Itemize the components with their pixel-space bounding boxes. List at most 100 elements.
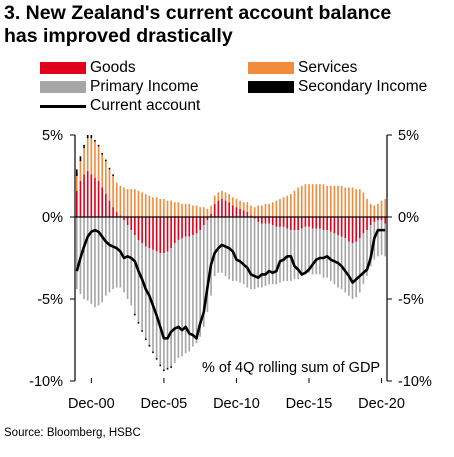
bar-services	[311, 184, 314, 217]
bar-goods	[130, 217, 133, 231]
bar-goods	[290, 217, 292, 231]
bar-goods	[373, 217, 376, 222]
y-tick-label-right: 5%	[398, 128, 419, 144]
bar-services	[253, 207, 256, 217]
bar-primary-income	[311, 228, 314, 275]
bar-primary-income	[246, 217, 249, 288]
bar-goods	[177, 217, 180, 240]
bar-primary-income	[348, 241, 350, 296]
bar-services	[79, 161, 82, 181]
bar-services	[94, 141, 96, 178]
bar-services	[235, 198, 238, 208]
bar-secondary-income	[76, 169, 78, 176]
bar-services	[130, 189, 133, 217]
bar-secondary-income	[159, 364, 162, 367]
bar-services	[340, 185, 343, 217]
bar-goods	[358, 217, 361, 239]
y-tick-label-left: 0%	[42, 210, 63, 226]
bar-goods	[246, 212, 249, 217]
bar-secondary-income	[112, 174, 114, 176]
legend-item-primary-income: Primary Income	[40, 78, 199, 96]
bar-goods	[239, 208, 241, 217]
bar-primary-income	[358, 238, 361, 293]
bar-services	[286, 195, 289, 217]
bar-goods	[322, 217, 325, 231]
bar-services	[119, 185, 122, 216]
current-account-line	[75, 228, 386, 340]
bar-services	[242, 202, 245, 211]
bar-goods	[206, 217, 209, 221]
bar-services	[123, 187, 125, 217]
bar-primary-income	[181, 238, 183, 357]
bar-goods	[257, 217, 260, 222]
bar-secondary-income	[170, 366, 172, 368]
bar-primary-income	[141, 243, 143, 331]
bar-goods	[380, 217, 383, 221]
bar-goods	[210, 213, 212, 217]
bar-goods	[293, 217, 296, 231]
bar-goods	[105, 194, 107, 217]
bar-secondary-income	[101, 153, 104, 155]
source-note: Source: Bloomberg, HSBC	[4, 427, 141, 439]
bar-services	[348, 187, 350, 217]
legend-swatch-secondary-income	[248, 81, 294, 93]
bar-services	[166, 200, 169, 217]
bar-primary-income	[115, 217, 118, 288]
bar-secondary-income	[83, 144, 85, 149]
legend-item-services: Services	[248, 59, 357, 77]
x-tick-label: Dec-15	[286, 396, 333, 412]
bar-services	[86, 138, 89, 172]
bar-secondary-income	[155, 358, 158, 360]
bar-services	[246, 202, 249, 213]
x-tick-label: Dec-00	[68, 396, 115, 412]
bar-services	[101, 154, 104, 188]
bar-goods	[79, 180, 82, 217]
bar-goods	[297, 217, 299, 231]
y-tick-label-right: 0%	[398, 210, 419, 226]
bar-secondary-income	[137, 321, 140, 324]
bar-services	[90, 138, 93, 175]
bar-services	[355, 189, 357, 217]
bar-goods	[300, 217, 303, 229]
bar-services	[369, 203, 372, 217]
bar-services	[261, 205, 263, 217]
bar-primary-income	[202, 225, 205, 327]
bar-goods	[101, 187, 104, 217]
bar-goods	[275, 217, 278, 227]
bar-services	[308, 184, 310, 217]
bar-primary-income	[134, 235, 136, 314]
bar-goods	[315, 217, 318, 229]
bar-services	[137, 190, 140, 217]
bar-goods	[232, 205, 234, 217]
bar-goods	[279, 217, 281, 227]
bar-goods	[282, 217, 285, 227]
bar-primary-income	[337, 235, 339, 288]
bar-primary-income	[217, 217, 220, 273]
bar-services	[351, 187, 354, 217]
y-tick-label-left: -10%	[29, 374, 63, 390]
bar-services	[344, 187, 347, 217]
bar-services	[224, 192, 227, 201]
bar-services	[195, 205, 198, 217]
bar-services	[177, 202, 180, 217]
bar-primary-income	[232, 217, 234, 281]
bar-secondary-income	[141, 330, 143, 332]
bar-goods	[181, 217, 183, 239]
bar-goods	[188, 217, 191, 237]
bar-services	[257, 205, 260, 217]
bar-services	[373, 205, 376, 217]
bar-primary-income	[377, 220, 379, 257]
bar-services	[384, 198, 386, 217]
legend-label-services: Services	[298, 59, 358, 76]
bar-goods	[253, 217, 256, 219]
bar-primary-income	[163, 253, 165, 370]
bar-goods	[199, 217, 201, 231]
bar-primary-income	[97, 217, 100, 306]
bar-goods	[308, 217, 310, 227]
bar-goods	[224, 200, 227, 217]
bar-primary-income	[250, 217, 252, 290]
bar-services	[213, 195, 216, 204]
bar-goods	[311, 217, 314, 229]
bar-services	[152, 197, 154, 217]
bar-services	[163, 198, 165, 217]
